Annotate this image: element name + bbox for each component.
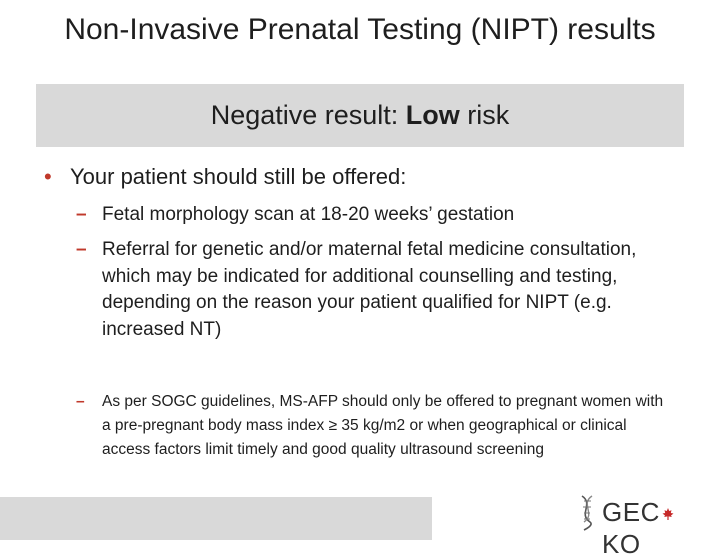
dash-icon: – xyxy=(76,239,87,260)
dash-icon: – xyxy=(76,204,87,225)
slide-title: Non-Invasive Prenatal Testing (NIPT) res… xyxy=(64,13,656,46)
dash-icon: – xyxy=(76,393,85,410)
logo-text-left: GEC xyxy=(602,497,660,527)
bullet-icon: • xyxy=(44,164,52,189)
main-bullet: • Your patient should still be offered: xyxy=(44,162,684,192)
logo-text-right: KO xyxy=(602,529,641,559)
bullet-text: Your patient should still be offered: xyxy=(70,164,407,189)
footer-bar xyxy=(0,497,432,540)
sub-item-text: As per SOGC guidelines, MS-AFP should on… xyxy=(102,393,664,458)
maple-leaf-icon xyxy=(662,508,674,521)
sub-item-referral: – Referral for genetic and/or maternal f… xyxy=(76,237,646,343)
result-banner: Negative result: Low risk xyxy=(36,84,684,147)
sub-item-text: Fetal morphology scan at 18-20 weeks’ ge… xyxy=(102,204,515,225)
dna-helix-icon xyxy=(581,495,593,531)
gecko-logo: GECKO xyxy=(574,492,704,559)
sub-item-sogc-guidelines: – As per SOGC guidelines, MS-AFP should … xyxy=(76,390,666,462)
logo-text: GECKO xyxy=(602,496,704,560)
sub-item-morphology-scan: – Fetal morphology scan at 18-20 weeks’ … xyxy=(76,202,646,229)
banner-prefix: Negative result: xyxy=(210,100,406,130)
banner-emphasis: Low xyxy=(405,100,460,130)
banner-text: Negative result: Low risk xyxy=(36,97,684,133)
banner-suffix: risk xyxy=(459,100,510,130)
sub-item-text: Referral for genetic and/or maternal fet… xyxy=(102,239,637,340)
